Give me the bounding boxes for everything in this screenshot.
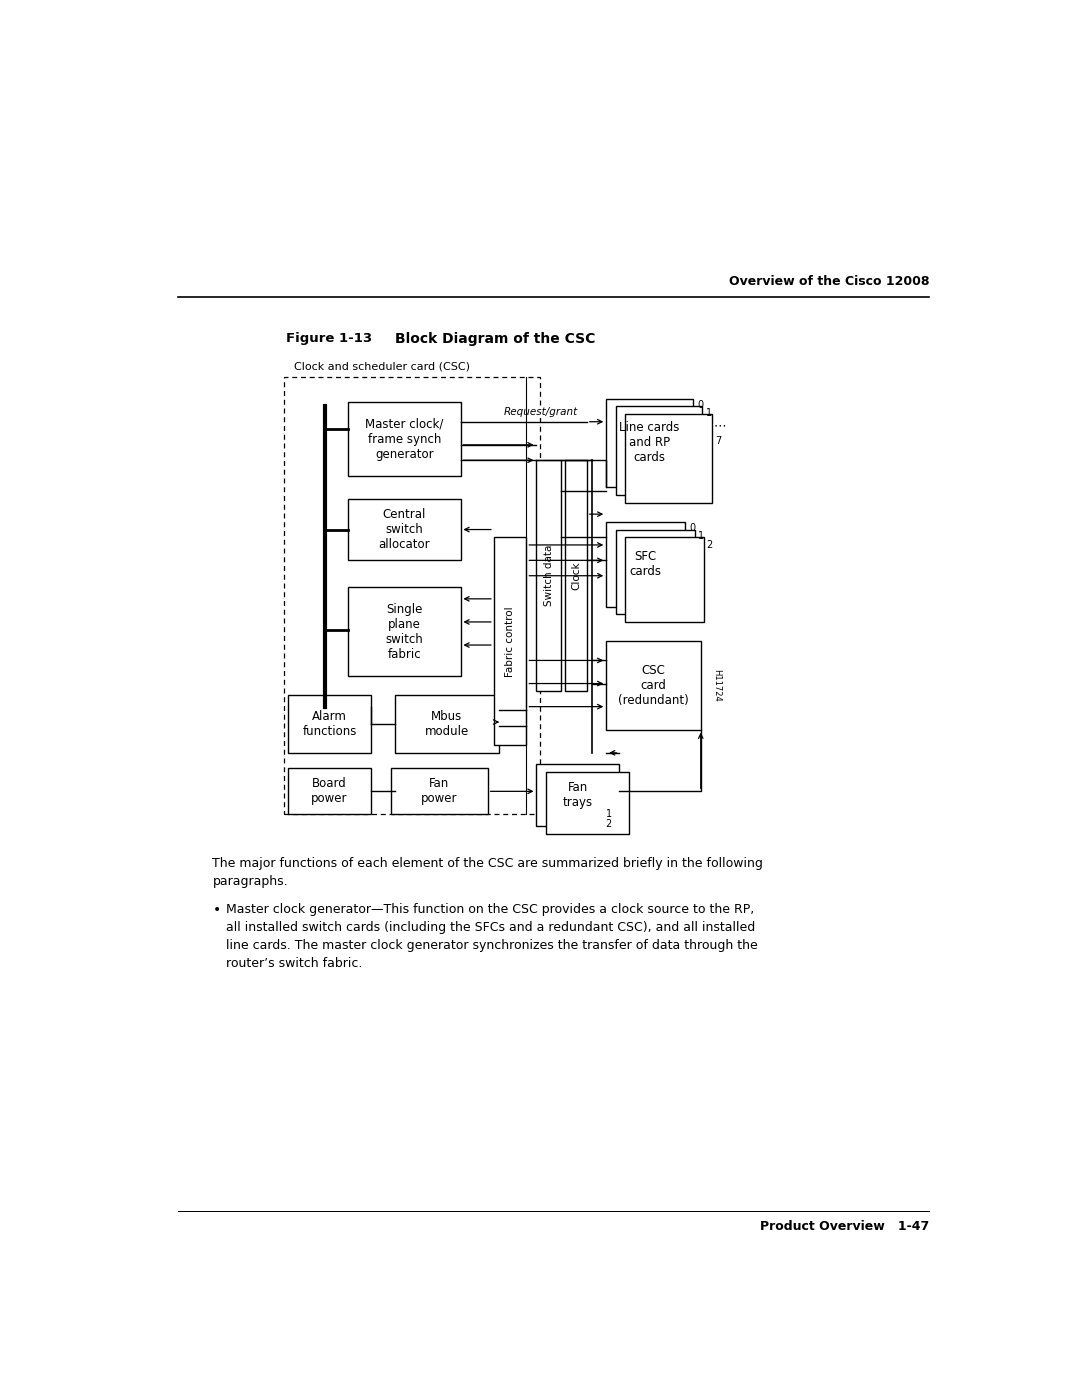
Bar — [284, 377, 540, 814]
Bar — [565, 460, 586, 692]
Text: H11724: H11724 — [712, 669, 720, 701]
Text: 0: 0 — [697, 400, 703, 409]
Text: Figure 1-13: Figure 1-13 — [286, 332, 373, 345]
Text: Master clock generator—This function on the CSC provides a clock source to the R: Master clock generator—This function on … — [227, 902, 758, 970]
Bar — [545, 773, 629, 834]
Bar — [625, 414, 712, 503]
Text: Fan
power: Fan power — [421, 777, 458, 805]
Text: 2: 2 — [606, 819, 611, 828]
Text: Overview of the Cisco 12008: Overview of the Cisco 12008 — [729, 275, 930, 288]
Bar — [606, 641, 701, 729]
Text: The major functions of each element of the CSC are summarized briefly in the fol: The major functions of each element of t… — [213, 856, 764, 887]
Bar — [616, 407, 702, 495]
Text: Switch data: Switch data — [544, 545, 554, 606]
Text: Master clock/
frame synch
generator: Master clock/ frame synch generator — [365, 418, 444, 461]
Text: CSC
card
(redundant): CSC card (redundant) — [618, 664, 689, 707]
Text: Block Diagram of the CSC: Block Diagram of the CSC — [394, 331, 595, 345]
Text: Clock: Clock — [571, 562, 581, 590]
Text: Board
power: Board power — [311, 777, 348, 805]
Text: 1: 1 — [706, 408, 713, 418]
Text: Clock and scheduler card (CSC): Clock and scheduler card (CSC) — [294, 362, 470, 372]
Text: Product Overview   1-47: Product Overview 1-47 — [760, 1220, 930, 1234]
Text: 1: 1 — [699, 531, 704, 541]
Text: 7: 7 — [715, 436, 721, 446]
Bar — [606, 522, 685, 606]
Bar — [394, 696, 499, 753]
Text: Fabric control: Fabric control — [505, 606, 515, 676]
Text: •: • — [213, 902, 220, 916]
Bar — [606, 398, 693, 488]
Text: Mbus
module: Mbus module — [424, 710, 469, 738]
Text: SFC
cards: SFC cards — [630, 550, 662, 578]
Bar — [494, 538, 526, 745]
Text: Line cards
and RP
cards: Line cards and RP cards — [620, 422, 679, 464]
Bar — [616, 529, 694, 615]
Text: Alarm
functions: Alarm functions — [302, 710, 356, 738]
Text: Request/grant: Request/grant — [504, 407, 578, 418]
Bar — [625, 538, 704, 622]
Bar — [287, 696, 372, 753]
Bar — [348, 499, 460, 560]
Text: Fan
trays: Fan trays — [563, 781, 593, 809]
Text: 1: 1 — [606, 809, 611, 820]
Text: Central
switch
allocator: Central switch allocator — [378, 509, 430, 550]
Bar — [537, 460, 562, 692]
Text: 2: 2 — [706, 539, 713, 550]
Bar — [348, 402, 460, 475]
Bar — [287, 768, 372, 814]
Text: ⋯: ⋯ — [714, 419, 727, 432]
Bar — [391, 768, 488, 814]
Text: 0: 0 — [689, 522, 696, 534]
Text: Single
plane
switch
fabric: Single plane switch fabric — [386, 602, 423, 661]
Bar — [348, 587, 460, 676]
Bar — [537, 764, 619, 826]
